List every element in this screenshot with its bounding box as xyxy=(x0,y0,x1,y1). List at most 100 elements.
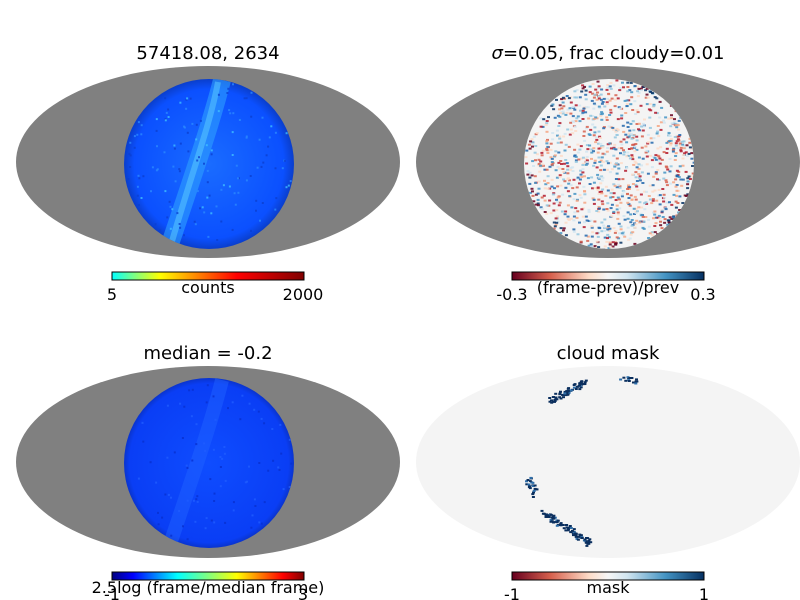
noise-pixel xyxy=(664,206,668,209)
mask-pixel xyxy=(564,524,568,527)
mask-pixel xyxy=(583,538,587,541)
noise-pixel xyxy=(576,151,580,154)
noise-pixel xyxy=(558,115,562,118)
sky-pixel xyxy=(191,388,194,391)
noise-pixel xyxy=(605,208,609,210)
noise-pixel xyxy=(564,186,568,189)
noise-pixel xyxy=(537,158,541,161)
sky-pixel xyxy=(272,459,275,462)
noise-pixel xyxy=(550,185,554,188)
noise-pixel xyxy=(543,168,547,171)
noise-pixel xyxy=(648,154,652,157)
noise-pixel xyxy=(672,147,676,150)
noise-pixel xyxy=(669,139,673,142)
noise-pixel xyxy=(656,178,659,181)
noise-pixel xyxy=(645,202,649,205)
noise-pixel xyxy=(545,120,549,122)
noise-pixel xyxy=(638,179,642,182)
noise-pixel xyxy=(614,94,618,97)
sky-pixel xyxy=(165,111,168,114)
sky-pixel xyxy=(261,116,264,119)
noise-pixel xyxy=(674,206,678,209)
noise-pixel xyxy=(610,97,614,100)
noise-pixel xyxy=(628,129,632,132)
mask-pixel xyxy=(585,544,589,547)
noise-pixel xyxy=(581,171,585,174)
noise-pixel xyxy=(648,232,652,235)
noise-pixel xyxy=(562,178,566,181)
noise-pixel xyxy=(668,157,672,160)
noise-pixel xyxy=(579,109,582,112)
sky-pixel xyxy=(219,466,222,468)
noise-pixel xyxy=(635,109,639,112)
noise-pixel xyxy=(570,206,574,209)
panel-difference: σ=0.05, frac cloudy=0.01 -0.3 0.3 (frame… xyxy=(416,43,800,304)
sky-pixel xyxy=(179,226,182,229)
noise-pixel xyxy=(662,193,666,196)
mask-pixel xyxy=(565,526,569,529)
sky-pixel xyxy=(288,486,291,488)
noise-pixel xyxy=(532,135,536,138)
mask-pixel xyxy=(531,485,535,487)
noise-pixel xyxy=(674,178,678,181)
noise-pixel xyxy=(584,89,588,92)
sky-pixel xyxy=(253,498,256,501)
noise-pixel xyxy=(662,177,666,180)
noise-pixel xyxy=(551,162,555,165)
sky-pixel xyxy=(231,401,234,404)
noise-pixel xyxy=(608,229,612,232)
sky-pixel xyxy=(237,191,240,194)
noise-pixel xyxy=(635,185,639,188)
noise-pixel xyxy=(685,144,689,147)
noise-pixel xyxy=(660,210,664,213)
noise-pixel xyxy=(587,117,591,120)
noise-pixel xyxy=(608,99,612,102)
noise-pixel xyxy=(678,144,682,147)
mask-pixel xyxy=(555,521,559,524)
colorbar-median xyxy=(111,571,305,581)
noise-pixel xyxy=(618,87,622,90)
sky-pixel xyxy=(248,465,250,468)
noise-pixel xyxy=(678,142,682,145)
sky-pixel xyxy=(157,523,160,526)
noise-pixel xyxy=(624,169,628,172)
noise-pixel xyxy=(635,166,639,169)
noise-pixel xyxy=(681,202,685,204)
noise-pixel xyxy=(599,142,603,145)
noise-pixel xyxy=(652,137,656,140)
noise-pixel xyxy=(643,190,647,193)
colorbar-max-label: 3 xyxy=(298,585,308,600)
noise-pixel xyxy=(549,156,553,159)
mask-pixel xyxy=(533,487,537,490)
noise-pixel xyxy=(628,188,631,190)
noise-pixel xyxy=(669,138,673,141)
noise-pixel xyxy=(617,198,621,201)
noise-pixel xyxy=(545,212,549,215)
noise-pixel xyxy=(615,172,619,175)
sky-pixel xyxy=(275,197,278,200)
noise-pixel xyxy=(634,176,638,179)
noise-pixel xyxy=(551,138,555,141)
mask-pixel xyxy=(559,524,563,527)
noise-pixel xyxy=(574,130,578,132)
noise-pixel xyxy=(589,245,593,248)
noise-pixel xyxy=(593,187,597,189)
noise-pixel xyxy=(606,233,610,236)
noise-pixel xyxy=(563,132,567,135)
sky-pixel xyxy=(137,477,140,480)
noise-pixel xyxy=(648,103,652,105)
noise-pixel xyxy=(596,91,599,94)
mask-pixel xyxy=(578,533,582,536)
noise-pixel xyxy=(589,243,593,246)
noise-pixel xyxy=(682,154,686,157)
sky-pixel xyxy=(260,165,263,168)
noise-pixel xyxy=(611,245,615,248)
noise-pixel xyxy=(626,226,630,229)
mask-pixel xyxy=(573,383,577,386)
mask-pixel xyxy=(584,541,588,544)
noise-pixel xyxy=(593,245,597,248)
noise-pixel xyxy=(632,134,636,137)
noise-pixel xyxy=(625,99,629,102)
sky-pixel xyxy=(142,440,145,443)
